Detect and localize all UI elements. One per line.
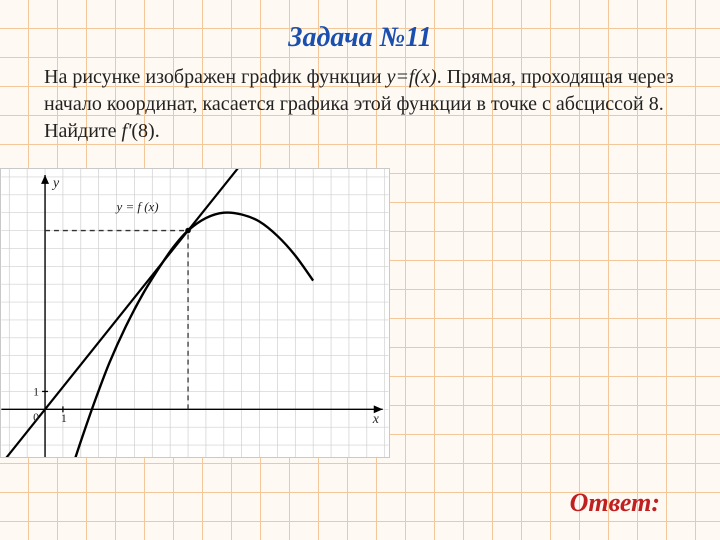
title-prefix: Задача № bbox=[288, 22, 405, 53]
svg-text:y = f (x): y = f (x) bbox=[115, 199, 159, 214]
problem-t1: На рисунке изображен график функции bbox=[44, 66, 387, 88]
problem-fx: y=f(x) bbox=[387, 66, 437, 88]
svg-text:1: 1 bbox=[33, 384, 39, 398]
svg-text:y: y bbox=[51, 176, 60, 191]
chart-container: y x 1 1 0 y = f (x) bbox=[0, 168, 390, 458]
svg-text:x: x bbox=[372, 412, 380, 427]
answer-label: Ответ: bbox=[570, 488, 660, 518]
svg-text:1: 1 bbox=[61, 411, 67, 425]
task-title: Задача №11 bbox=[0, 22, 720, 54]
problem-t3: (8). bbox=[131, 120, 159, 142]
title-number: 11 bbox=[405, 22, 431, 53]
function-chart: y x 1 1 0 y = f (x) bbox=[1, 169, 389, 457]
svg-text:0: 0 bbox=[33, 410, 39, 424]
problem-fp: f' bbox=[122, 120, 132, 142]
problem-text: На рисунке изображен график функции y=f(… bbox=[44, 64, 690, 145]
